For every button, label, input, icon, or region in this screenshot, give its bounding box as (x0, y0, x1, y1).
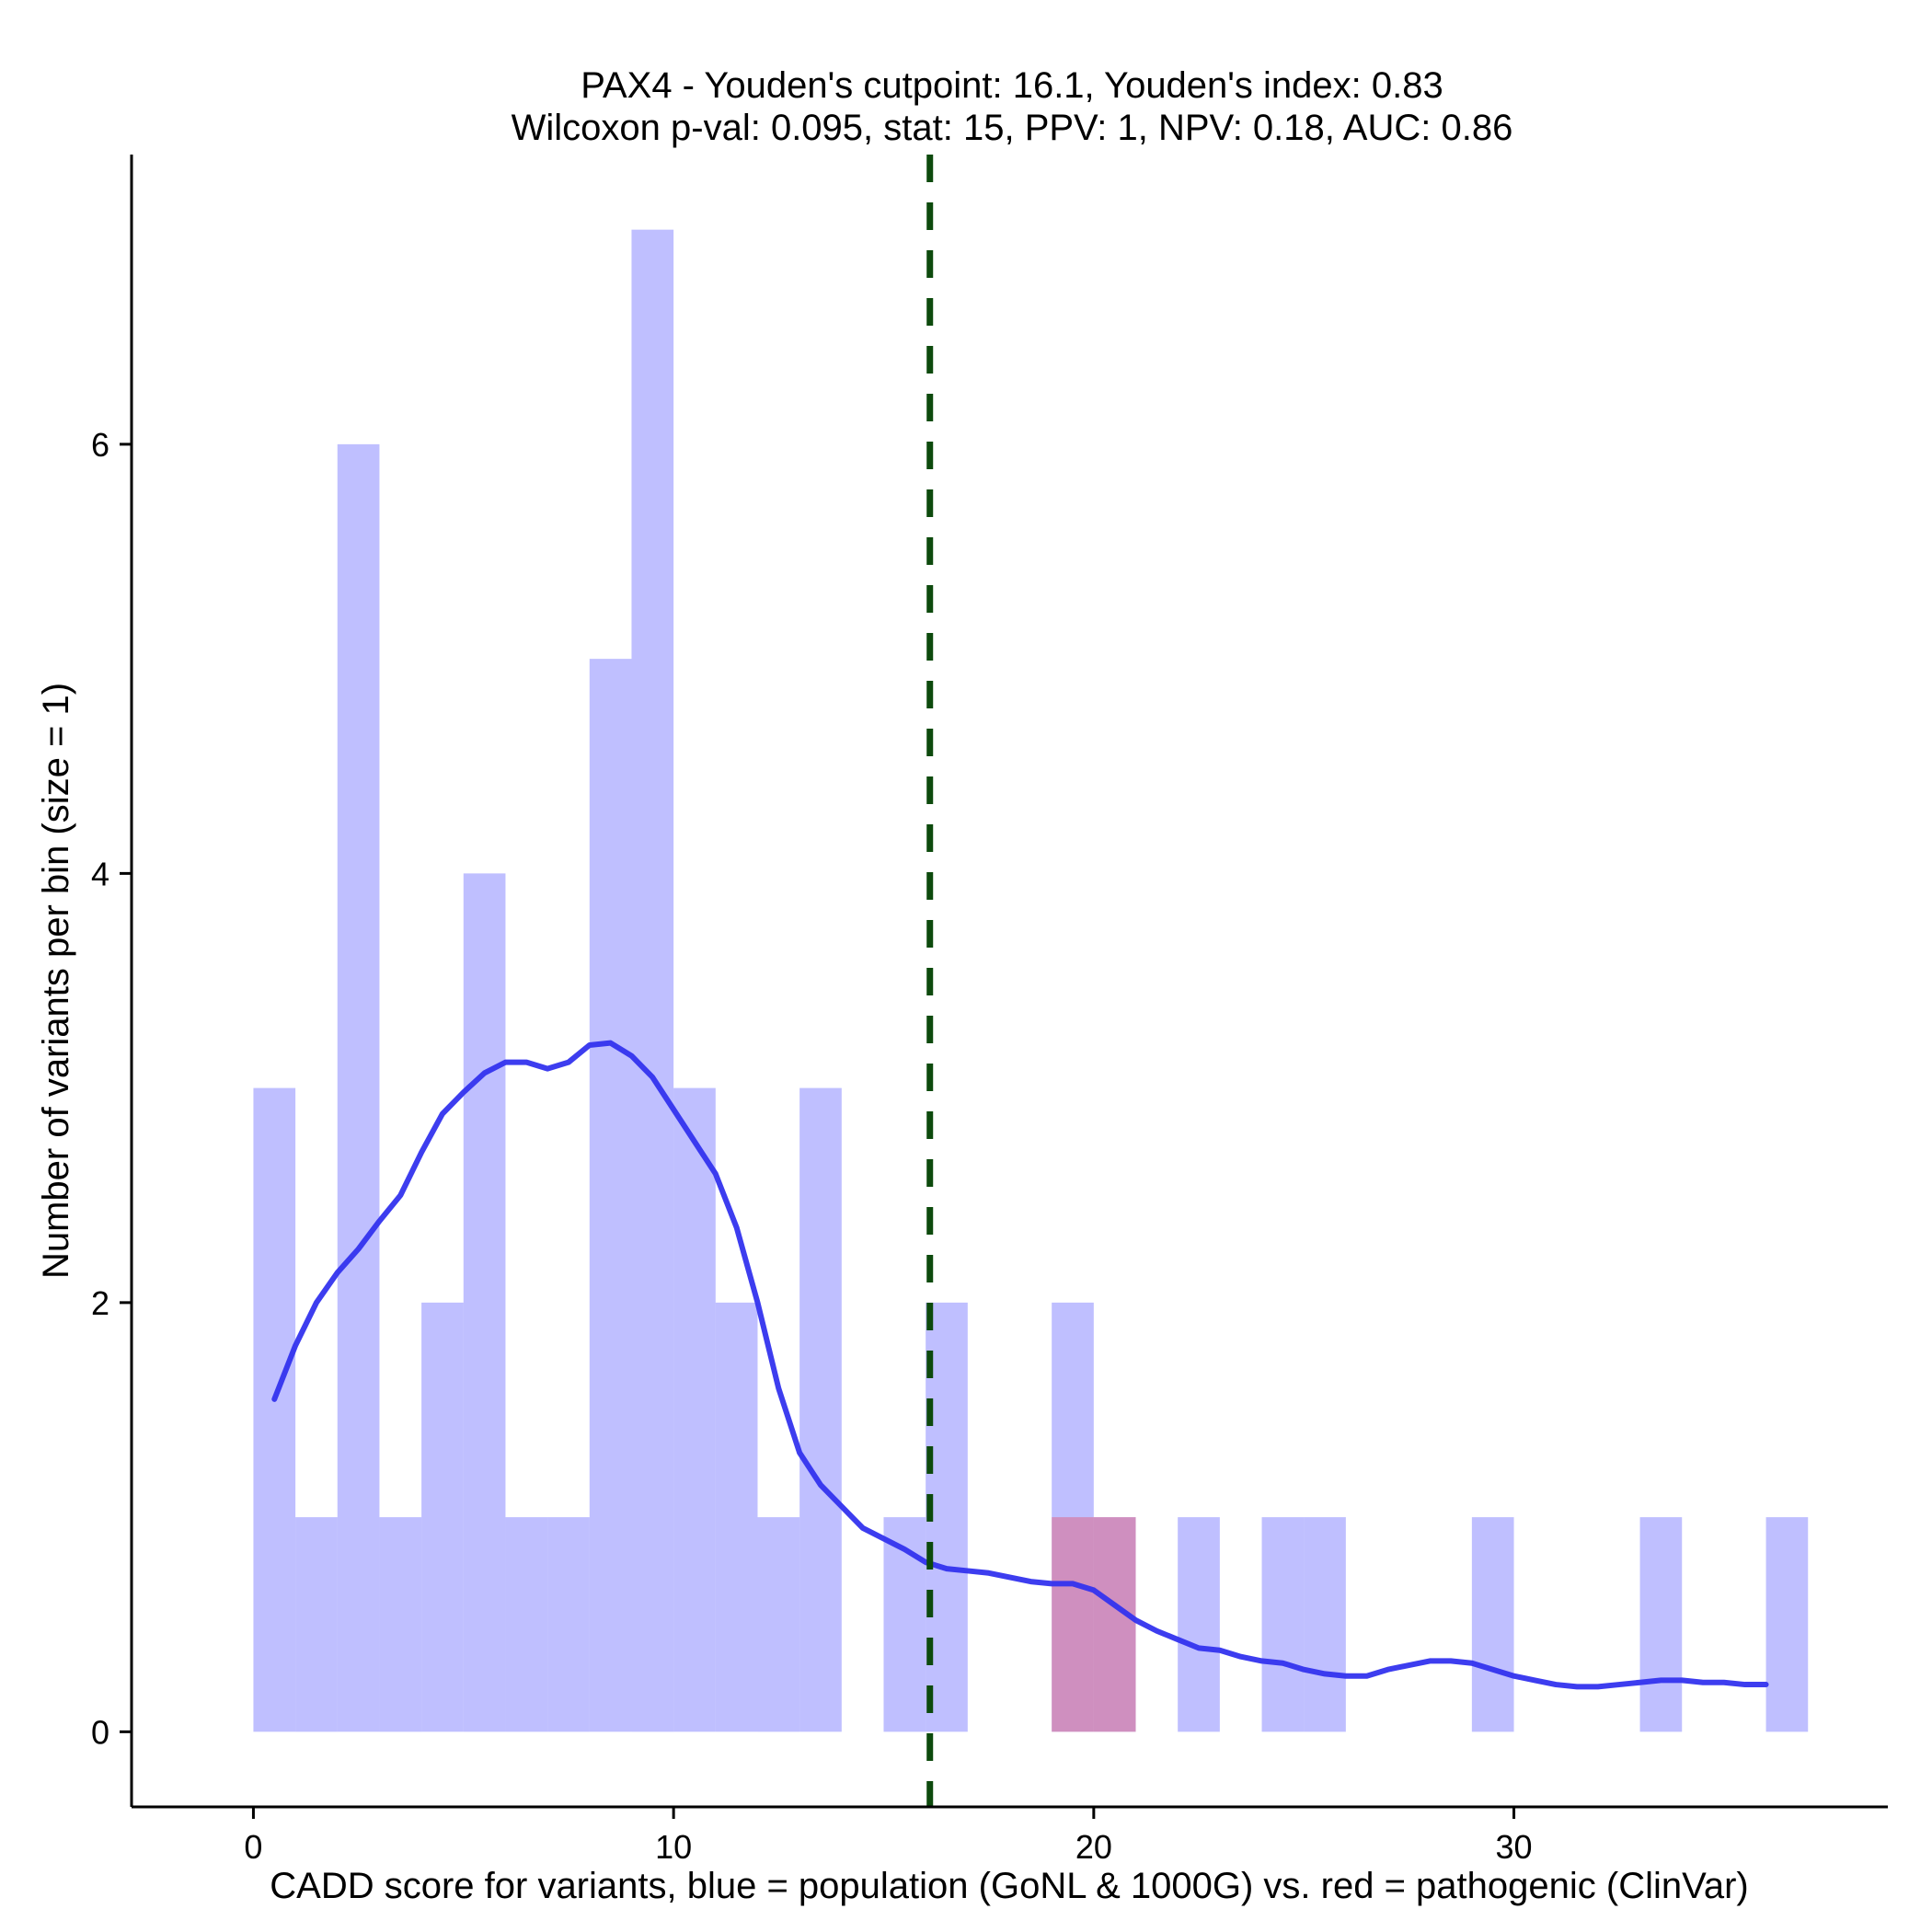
chart-subtitle: Wilcoxon p-val: 0.095, stat: 15, PPV: 1,… (512, 108, 1513, 148)
density-layer (271, 1040, 1769, 1690)
y-tick-label: 4 (91, 855, 109, 892)
x-tick-label: 30 (1496, 1828, 1533, 1866)
population-bar (1093, 1517, 1136, 1732)
y-axis-label: Number of variants per bin (size = 1) (36, 683, 76, 1279)
population-bar (379, 1517, 422, 1732)
x-axis-label: CADD score for variants, blue = populati… (270, 1866, 1748, 1906)
chart-title: PAX4 - Youden's cutpoint: 16.1, Youden's… (581, 65, 1443, 106)
histogram-bars (253, 229, 1809, 1732)
population-bar (1765, 1517, 1809, 1732)
pathogenic-bar (1052, 1517, 1094, 1732)
population-bar (1261, 1517, 1305, 1732)
population-bar (757, 1517, 800, 1732)
density-curve (271, 1040, 1769, 1690)
population-bar (1639, 1517, 1683, 1732)
population-bar (547, 1517, 590, 1732)
population-bar (1178, 1517, 1220, 1732)
x-tick-label: 20 (1075, 1828, 1112, 1866)
population-bar (421, 1302, 464, 1732)
population-bar (589, 659, 632, 1732)
population-bar (295, 1517, 338, 1732)
population-bar (715, 1302, 758, 1732)
x-axis-ticks: 0 10 20 30 (244, 1807, 1533, 1866)
y-axis-ticks: 0 2 4 6 (91, 426, 132, 1751)
population-bar (799, 1087, 842, 1732)
y-tick-label: 2 (91, 1284, 109, 1322)
population-bar (337, 443, 380, 1732)
population-bar (1052, 1302, 1094, 1732)
population-bar (883, 1517, 926, 1732)
population-bar (463, 873, 506, 1732)
population-bar (253, 1087, 296, 1732)
x-tick-label: 10 (655, 1828, 692, 1866)
population-bar (505, 1517, 548, 1732)
population-bar (1471, 1517, 1514, 1732)
x-tick-label: 0 (244, 1828, 262, 1866)
population-bar (631, 229, 674, 1732)
y-tick-label: 6 (91, 426, 109, 464)
population-bar (1304, 1517, 1346, 1732)
y-tick-label: 0 (91, 1713, 109, 1751)
population-bar (673, 1087, 716, 1732)
pathogenic-bar (1093, 1517, 1136, 1732)
